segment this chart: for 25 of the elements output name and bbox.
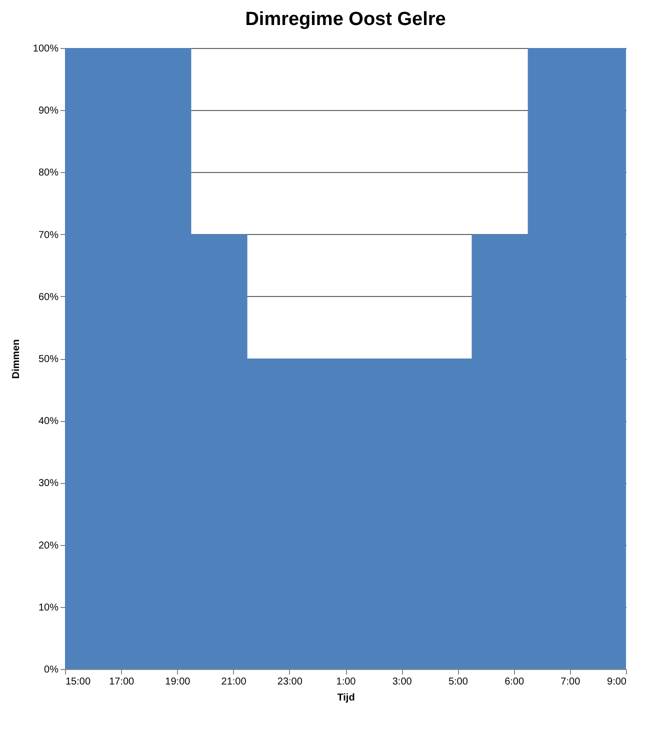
x-tick-label: 6:00	[504, 676, 524, 688]
y-tick-label: 20%	[38, 540, 59, 552]
x-tick-label: 5:00	[448, 676, 468, 688]
x-tick-label: 15:00	[66, 676, 91, 688]
x-tick-label: 7:00	[560, 676, 581, 688]
x-axis-title: Tijd	[337, 692, 355, 704]
x-tick-label: 21:00	[221, 676, 247, 688]
y-tick-label: 40%	[38, 416, 59, 428]
y-tick-label: 10%	[38, 602, 59, 614]
y-tick-label: 90%	[38, 106, 59, 117]
y-tick-label: 30%	[38, 478, 59, 490]
y-tick-label: 0%	[44, 664, 59, 676]
x-tick-label: 3:00	[392, 676, 412, 688]
y-tick-label: 50%	[38, 354, 59, 365]
chart-title: Dimregime Oost Gelre	[245, 9, 446, 30]
y-tick-label: 80%	[38, 168, 59, 179]
x-tick-label: 19:00	[165, 676, 191, 688]
y-tick-label: 60%	[38, 292, 59, 303]
x-tick-label: 23:00	[277, 676, 303, 688]
x-tick-label: 17:00	[109, 676, 135, 688]
y-axis-title: Dimmen	[10, 339, 22, 379]
x-tick-label: 1:00	[336, 676, 356, 688]
y-tick-label: 70%	[38, 230, 59, 241]
x-tick-label: 9:00	[607, 676, 627, 688]
y-tick-label: 100%	[32, 44, 59, 54]
